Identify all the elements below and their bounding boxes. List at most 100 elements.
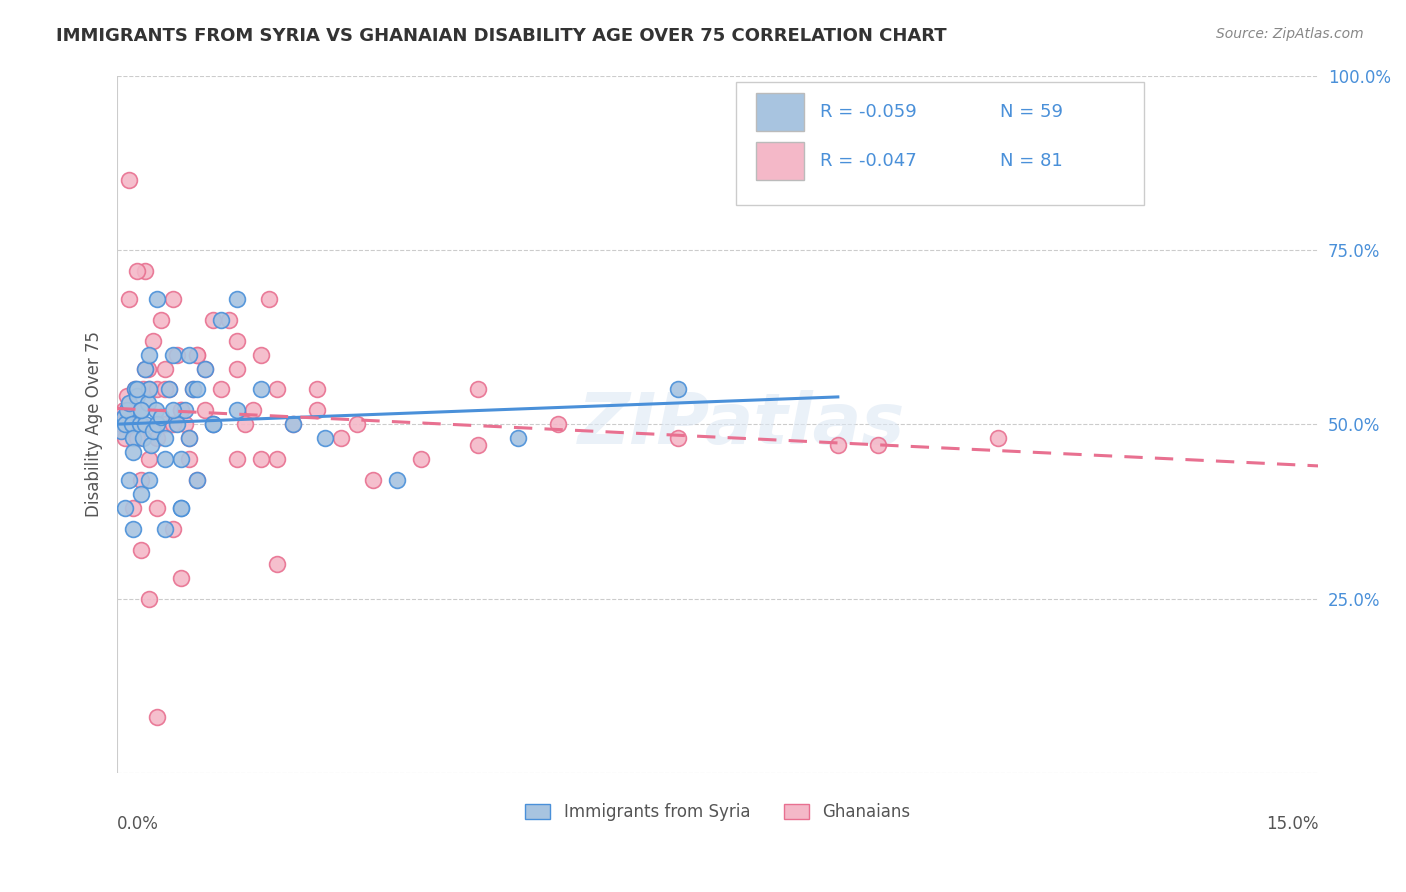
Point bbox=[307, 403, 329, 417]
Point bbox=[283, 417, 305, 432]
Point bbox=[162, 522, 184, 536]
Point bbox=[209, 383, 232, 397]
Point bbox=[139, 438, 162, 452]
Point bbox=[266, 452, 288, 467]
Point bbox=[136, 396, 159, 410]
Point bbox=[142, 334, 165, 348]
Point bbox=[506, 431, 529, 445]
Point bbox=[186, 383, 208, 397]
Point bbox=[146, 383, 169, 397]
Point bbox=[134, 264, 156, 278]
Point bbox=[866, 438, 889, 452]
Point bbox=[138, 383, 160, 397]
Point bbox=[134, 361, 156, 376]
Point bbox=[250, 383, 273, 397]
FancyBboxPatch shape bbox=[756, 142, 804, 180]
Point bbox=[162, 417, 184, 432]
Point bbox=[128, 417, 150, 432]
Point bbox=[115, 389, 138, 403]
Point bbox=[179, 431, 201, 445]
Point bbox=[827, 438, 849, 452]
Point bbox=[226, 403, 249, 417]
Text: IMMIGRANTS FROM SYRIA VS GHANAIAN DISABILITY AGE OVER 75 CORRELATION CHART: IMMIGRANTS FROM SYRIA VS GHANAIAN DISABI… bbox=[56, 27, 946, 45]
Point bbox=[226, 292, 249, 306]
Point bbox=[136, 361, 159, 376]
Point bbox=[194, 403, 217, 417]
Point bbox=[146, 417, 169, 432]
Text: 0.0%: 0.0% bbox=[117, 815, 159, 833]
Point bbox=[157, 383, 180, 397]
Point bbox=[170, 403, 193, 417]
Point bbox=[127, 431, 149, 445]
Point bbox=[170, 571, 193, 585]
Point bbox=[115, 403, 138, 417]
Point bbox=[162, 348, 184, 362]
Point bbox=[202, 417, 225, 432]
Point bbox=[138, 473, 160, 487]
Text: R = -0.059: R = -0.059 bbox=[820, 103, 917, 121]
Point bbox=[118, 396, 141, 410]
FancyBboxPatch shape bbox=[756, 93, 804, 131]
Point bbox=[411, 452, 433, 467]
Point bbox=[218, 312, 240, 326]
Point bbox=[146, 431, 169, 445]
Point bbox=[202, 312, 225, 326]
Point bbox=[226, 334, 249, 348]
Point bbox=[242, 403, 264, 417]
Point bbox=[129, 487, 152, 501]
Point bbox=[162, 403, 184, 417]
Point bbox=[142, 425, 165, 439]
Point bbox=[138, 383, 160, 397]
Point bbox=[170, 501, 193, 516]
FancyBboxPatch shape bbox=[735, 82, 1144, 204]
Point bbox=[118, 173, 141, 187]
Point bbox=[127, 389, 149, 403]
Point bbox=[307, 383, 329, 397]
Point bbox=[666, 431, 689, 445]
Point bbox=[387, 473, 409, 487]
Point bbox=[666, 383, 689, 397]
Point bbox=[186, 348, 208, 362]
Text: 15.0%: 15.0% bbox=[1265, 815, 1319, 833]
Point bbox=[346, 417, 368, 432]
Point bbox=[266, 557, 288, 571]
Point bbox=[314, 431, 336, 445]
Point bbox=[202, 417, 225, 432]
Point bbox=[166, 417, 188, 432]
Point bbox=[259, 292, 281, 306]
Point bbox=[129, 403, 152, 417]
Text: R = -0.047: R = -0.047 bbox=[820, 152, 917, 170]
Point bbox=[146, 501, 169, 516]
Point bbox=[138, 348, 160, 362]
Point bbox=[155, 431, 177, 445]
Point bbox=[194, 361, 217, 376]
Point bbox=[129, 543, 152, 558]
Point bbox=[283, 417, 305, 432]
Point bbox=[174, 417, 197, 432]
Point bbox=[110, 417, 132, 432]
Point bbox=[170, 501, 193, 516]
Point bbox=[134, 417, 156, 432]
Point bbox=[179, 431, 201, 445]
Point bbox=[112, 410, 135, 425]
Point bbox=[146, 710, 169, 724]
Point bbox=[138, 591, 160, 606]
Point bbox=[122, 403, 145, 417]
Point bbox=[122, 445, 145, 459]
Point bbox=[138, 452, 160, 467]
Point bbox=[124, 383, 146, 397]
Text: Source: ZipAtlas.com: Source: ZipAtlas.com bbox=[1216, 27, 1364, 41]
Text: ZIPatlas: ZIPatlas bbox=[578, 390, 905, 458]
Point bbox=[155, 361, 177, 376]
Point bbox=[363, 473, 385, 487]
Point bbox=[124, 383, 146, 397]
Point bbox=[157, 383, 180, 397]
Point bbox=[122, 431, 145, 445]
Point bbox=[186, 348, 208, 362]
Point bbox=[127, 383, 149, 397]
Point bbox=[114, 417, 136, 432]
Point bbox=[129, 417, 152, 432]
Point bbox=[186, 473, 208, 487]
Point bbox=[150, 410, 173, 425]
Point bbox=[330, 431, 353, 445]
